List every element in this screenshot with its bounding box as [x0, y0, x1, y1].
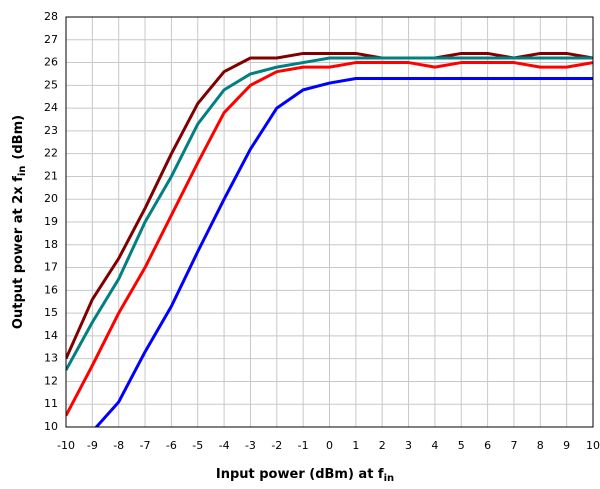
x-tick-label: 1 [352, 439, 359, 452]
x-tick-label: -5 [192, 439, 203, 452]
x-tick-label: 8 [537, 439, 544, 452]
x-tick-label: -8 [113, 439, 124, 452]
x-tick-label: 9 [563, 439, 570, 452]
x-tick-label: 5 [458, 439, 465, 452]
y-tick-label: 19 [44, 215, 58, 228]
y-tick-label: 20 [44, 192, 58, 205]
y-tick-label: 14 [44, 329, 58, 342]
x-tick-label: 6 [484, 439, 491, 452]
y-tick-label: 11 [44, 397, 58, 410]
y-tick-label: 22 [44, 147, 58, 160]
y-tick-label: 12 [44, 374, 58, 387]
y-tick-label: 26 [44, 56, 58, 69]
x-label-sub: in [384, 473, 395, 484]
plot-frame [65, 16, 594, 428]
x-tick-label: 0 [326, 439, 333, 452]
x-tick-label: 3 [405, 439, 412, 452]
y-tick-label: 27 [44, 33, 58, 46]
x-tick-label: 10 [586, 439, 600, 452]
x-tick-label: 4 [431, 439, 438, 452]
x-tick-label: -1 [298, 439, 309, 452]
series-line [66, 56, 593, 371]
x-tick-label: -6 [166, 439, 177, 452]
series-line [66, 61, 593, 417]
x-tick-label: -9 [87, 439, 98, 452]
x-tick-label: -2 [271, 439, 282, 452]
grid [65, 16, 594, 428]
y-tick-label: 23 [44, 124, 58, 137]
y-tick-label: 28 [44, 10, 58, 23]
y-label-text: Output power at 2x f [11, 176, 26, 329]
y-label-sub: in [17, 166, 28, 177]
x-tick-label: -3 [245, 439, 256, 452]
series-line [66, 51, 593, 360]
y-axis-label: Output power at 2x fin (dBm) [11, 115, 29, 329]
y-tick-label: 10 [44, 420, 58, 433]
y-tick-label: 25 [44, 78, 58, 91]
x-tick-label: 2 [379, 439, 386, 452]
x-axis-label: Input power (dBm) at fin [216, 467, 394, 485]
y-tick-label: 13 [44, 352, 58, 365]
y-tick-label: 24 [44, 101, 58, 114]
y-tick-label: 18 [44, 238, 58, 251]
x-label-text: Input power (dBm) at f [216, 467, 384, 482]
y-tick-label: 17 [44, 261, 58, 274]
y-label-suffix: (dBm) [11, 115, 26, 160]
lines [66, 51, 593, 427]
x-tick-label: -10 [57, 439, 75, 452]
y-tick-label: 15 [44, 306, 58, 319]
x-tick-label: 7 [510, 439, 517, 452]
y-tick-label: 21 [44, 169, 58, 182]
y-tick-label: 16 [44, 283, 58, 296]
series-line [94, 77, 593, 427]
x-tick-label: -7 [140, 439, 151, 452]
x-tick-label: -4 [219, 439, 230, 452]
